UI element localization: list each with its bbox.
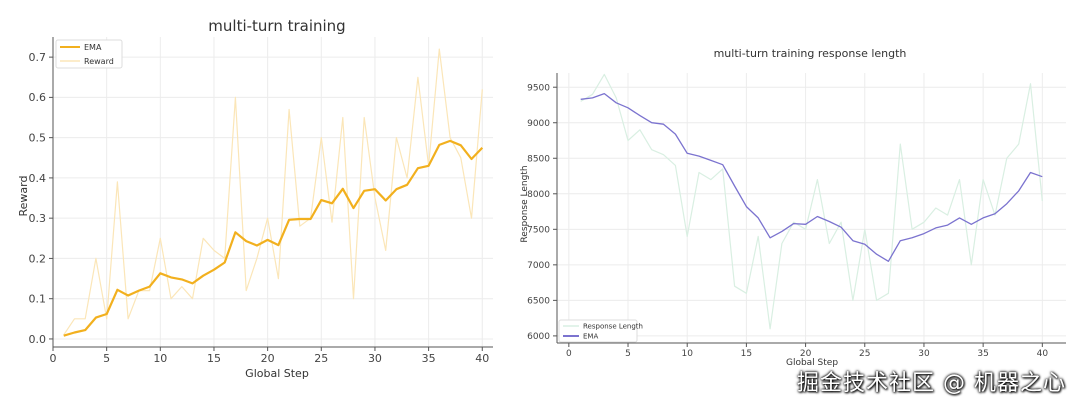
reward-chart: multi-turn training 0 5 10 15 20 25 30 35 400.00… bbox=[17, 17, 493, 380]
legend-label: Response Length bbox=[583, 322, 643, 330]
y-tick-label: 0.2 bbox=[29, 252, 47, 265]
x-tick-label: 20 bbox=[800, 349, 812, 359]
x-tick-label: 5 bbox=[625, 349, 631, 359]
x-tick-label: 10 bbox=[153, 352, 167, 365]
y-tick-label: 0.4 bbox=[29, 172, 47, 185]
plot-area: 0 5 10 15 20 25 30 35 40 6000 6500 7000 7500 8000 8500… bbox=[527, 73, 1066, 359]
y-tick-label: 0.5 bbox=[29, 131, 47, 144]
series-line-ema bbox=[63, 139, 484, 337]
x-tick-label: 20 bbox=[261, 352, 275, 365]
x-axis-label: Global Step bbox=[245, 367, 309, 380]
y-tick-label: 9000 bbox=[527, 119, 550, 129]
y-tick-label: 7500 bbox=[527, 225, 550, 235]
series-line-ema bbox=[580, 92, 1043, 262]
x-tick-label: 5 bbox=[103, 352, 110, 365]
series-line-raw bbox=[63, 48, 483, 336]
y-tick-label: 8000 bbox=[527, 190, 550, 200]
x-tick-label: 15 bbox=[741, 349, 752, 359]
y-tick-label: 8500 bbox=[527, 154, 550, 164]
legend-label: EMA bbox=[583, 332, 598, 340]
y-tick-label: 7000 bbox=[527, 261, 550, 271]
response-length-chart: multi-turn training response length 0 5 10… bbox=[520, 47, 1066, 368]
x-tick-label: 30 bbox=[368, 352, 382, 365]
series-line-raw bbox=[580, 73, 1043, 330]
x-axis-label: Global Step bbox=[786, 358, 838, 368]
y-tick-label: 0.0 bbox=[29, 333, 47, 346]
chart-title: multi-turn training bbox=[208, 17, 345, 35]
y-tick-label: 9500 bbox=[527, 83, 550, 93]
y-tick-label: 0.1 bbox=[29, 293, 47, 306]
y-axis-label: Reward bbox=[17, 176, 30, 217]
watermark: 掘金技术社区 @ 机器之心 bbox=[797, 371, 1066, 396]
x-tick-label: 35 bbox=[422, 352, 436, 365]
y-tick-label: 6500 bbox=[527, 297, 550, 307]
plot-area: 0 5 10 15 20 25 30 35 40 0.0 0.1 0.2 0.3 0.4 0.5 0.6 0.7… bbox=[29, 37, 493, 365]
x-tick-label: 40 bbox=[475, 352, 489, 365]
y-tick-label: 6000 bbox=[527, 332, 550, 342]
chart-title: multi-turn training response length bbox=[714, 47, 907, 60]
x-tick-label: 40 bbox=[1037, 349, 1049, 359]
x-tick-label: 10 bbox=[681, 349, 693, 359]
x-tick-label: 30 bbox=[918, 349, 930, 359]
y-axis-label: Response Length bbox=[520, 165, 530, 242]
x-tick-label: 25 bbox=[859, 349, 870, 359]
x-tick-label: 0 bbox=[566, 349, 572, 359]
y-tick-label: 0.6 bbox=[29, 91, 47, 104]
y-tick-label: 0.7 bbox=[29, 51, 47, 64]
legend: Response Length EMA bbox=[558, 319, 643, 343]
legend-label: EMA bbox=[84, 43, 102, 52]
x-tick-label: 35 bbox=[977, 349, 988, 359]
y-tick-label: 0.3 bbox=[29, 212, 47, 225]
legend-label: Reward bbox=[84, 57, 114, 66]
x-tick-label: 25 bbox=[314, 352, 328, 365]
x-tick-label: 15 bbox=[207, 352, 221, 365]
legend: EMA Reward bbox=[55, 39, 123, 69]
x-tick-label: 0 bbox=[50, 352, 57, 365]
